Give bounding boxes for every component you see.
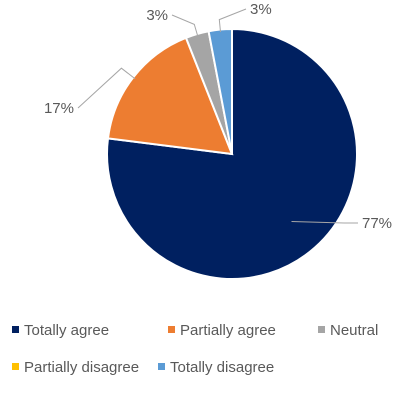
- leader-line-totally-disagree: [218, 8, 247, 33]
- legend-swatch-partially-disagree: [12, 363, 19, 370]
- legend-swatch-totally-agree: [12, 326, 19, 333]
- leader-line-partially-agree: [77, 67, 136, 109]
- legend-item-partially-disagree: Partially disagree: [12, 359, 139, 376]
- legend-swatch-totally-disagree: [158, 363, 165, 370]
- legend-label-neutral: Neutral: [330, 322, 378, 339]
- legend-label-totally-agree: Totally agree: [24, 322, 109, 339]
- pie-slices: [106, 27, 358, 280]
- legend-item-neutral: Neutral: [318, 322, 378, 339]
- legend: Totally agree Partially agree Neutral Parti…: [12, 322, 378, 376]
- leader-lines: [77, 8, 358, 224]
- leader-line-neutral: [171, 14, 199, 37]
- legend-label-partially-disagree: Partially disagree: [24, 359, 139, 376]
- legend-swatch-partially-agree: [168, 326, 175, 333]
- data-labels: 77% 17% 3% 3%: [44, 1, 392, 232]
- legend-label-partially-agree: Partially agree: [180, 322, 276, 339]
- legend-label-totally-disagree: Totally disagree: [170, 359, 274, 376]
- data-label-totally-disagree: 3%: [250, 1, 272, 18]
- legend-item-partially-agree: Partially agree: [168, 322, 276, 339]
- legend-swatch-neutral: [318, 326, 325, 333]
- data-label-partially-agree: 17%: [44, 100, 74, 117]
- leader-line-totally-agree: [291, 221, 358, 224]
- data-label-totally-agree: 77%: [362, 215, 392, 232]
- legend-item-totally-disagree: Totally disagree: [158, 359, 274, 376]
- legend-item-totally-agree: Totally agree: [12, 322, 109, 339]
- data-label-neutral: 3%: [146, 7, 168, 24]
